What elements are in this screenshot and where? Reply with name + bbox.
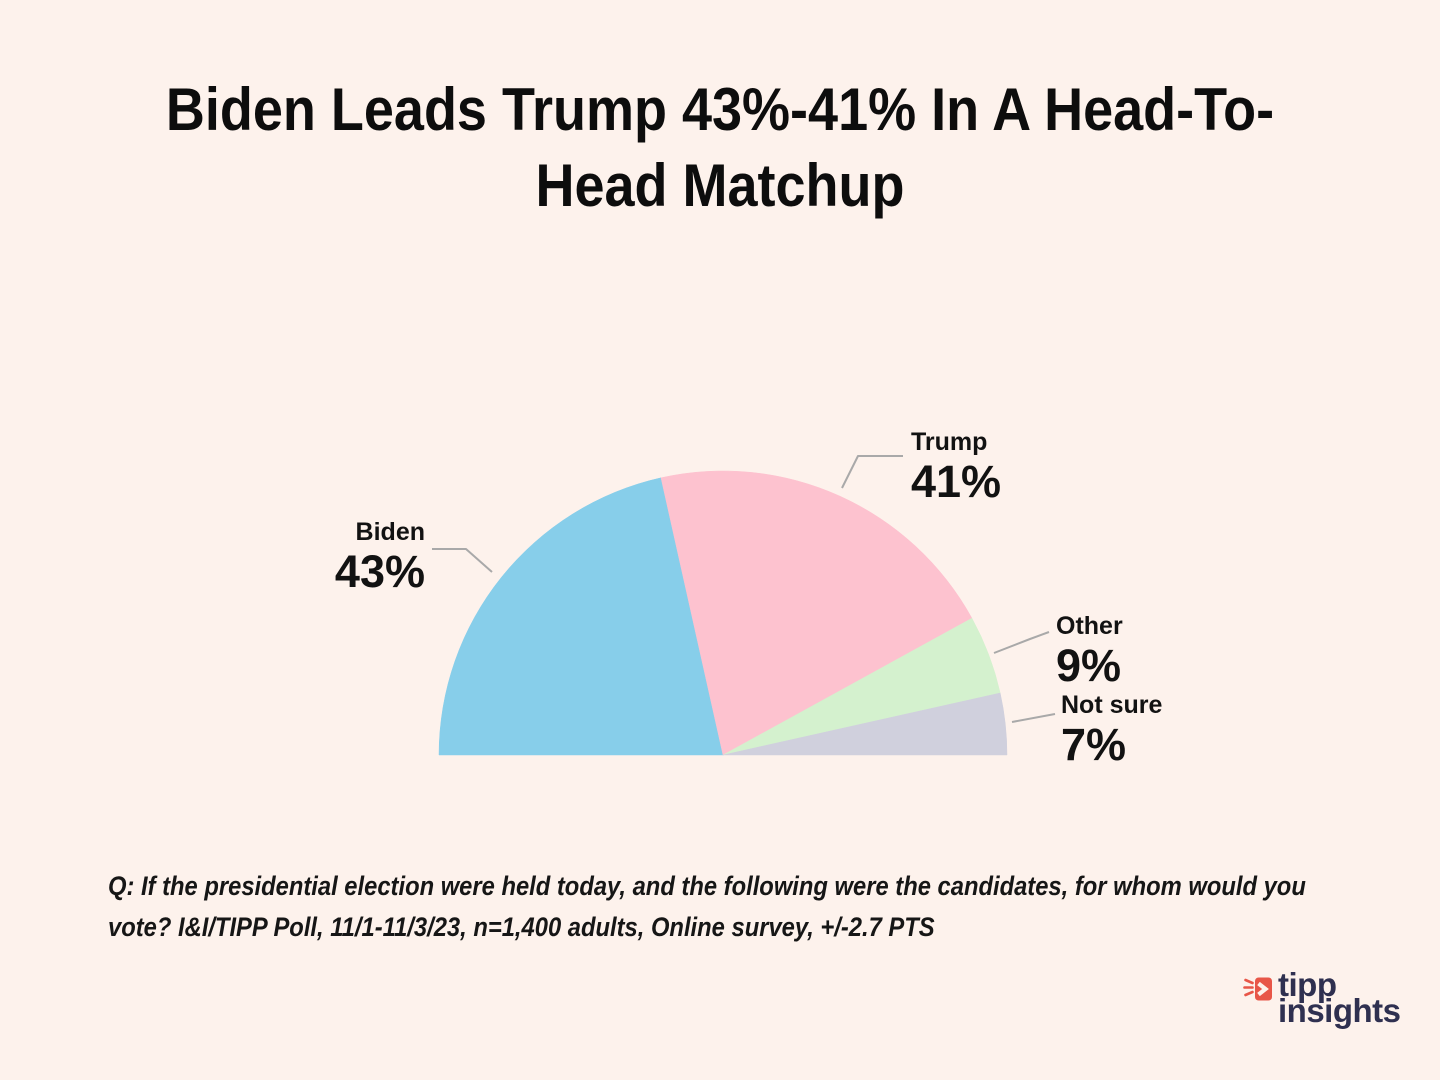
tipp-logo-word-tipp: tipp: [1278, 966, 1337, 1003]
callout-biden: Biden 43%: [335, 516, 425, 596]
callout-trump: Trump 41%: [911, 426, 1001, 506]
callout-other-value: 9%: [1056, 640, 1122, 691]
chart-title: Biden Leads Trump 43%-41% In A Head-To- H…: [72, 72, 1368, 224]
leader-line-not-sure: [1011, 713, 1056, 723]
chart-title-line1: Biden Leads Trump 43%-41% In A Head-To-: [165, 76, 1275, 143]
tipp-logo-word-insights: insights: [1278, 992, 1401, 1029]
callout-not-sure-value: 7%: [1061, 719, 1127, 770]
callout-other-name: Other: [1056, 612, 1123, 640]
slice-biden: [438, 477, 724, 756]
survey-question-footnote: Q: If the presidential election were hel…: [108, 871, 1306, 942]
leader-line-other: [993, 631, 1050, 654]
slice-not-sure: [722, 692, 1008, 756]
callout-not-sure-name: Not sure: [1061, 691, 1163, 719]
callout-other: Other 9%: [1056, 610, 1123, 690]
chart-title-line2: Head Matchup: [535, 152, 905, 219]
callout-not-sure: Not sure 7%: [1061, 689, 1162, 769]
leader-line-biden: [432, 548, 493, 573]
tipp-logo-icon: [1243, 977, 1272, 1001]
callout-biden-value: 43%: [334, 546, 425, 597]
callout-biden-name: Biden: [355, 518, 425, 546]
slice-other: [722, 617, 1001, 756]
slice-trump: [660, 470, 973, 756]
leader-line-trump: [841, 455, 903, 489]
callout-trump-value: 41%: [911, 456, 1002, 507]
tipp-insights-logo: tipp insights: [1243, 966, 1401, 1029]
callout-trump-name: Trump: [911, 428, 988, 456]
tipp-logo-text: tipp insights: [1278, 966, 1401, 1029]
